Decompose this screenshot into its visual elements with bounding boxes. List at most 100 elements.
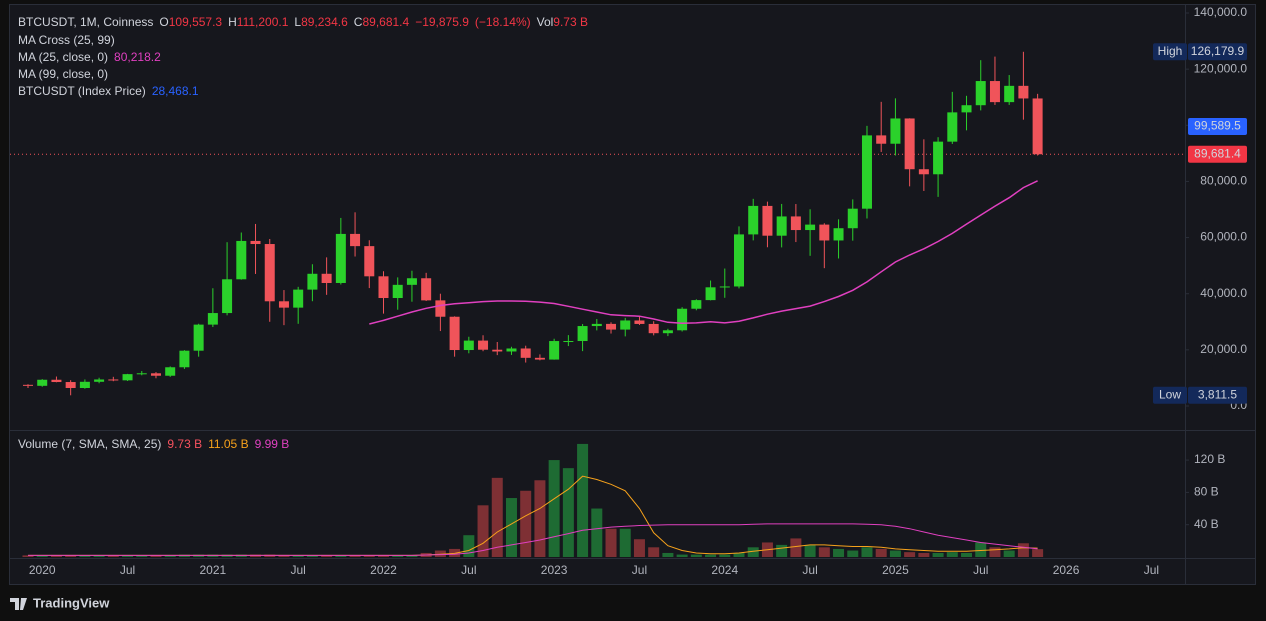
volume-bar <box>833 548 845 557</box>
volume-bar <box>961 552 973 557</box>
candle-body <box>165 367 176 376</box>
volume-bar <box>164 554 176 557</box>
volume-bar <box>392 555 404 557</box>
candle-body <box>79 381 90 389</box>
x-tick-label: 2022 <box>370 563 397 577</box>
volume-bar <box>122 555 134 557</box>
candle-body <box>207 313 218 325</box>
candle-body <box>307 273 318 290</box>
candle-body <box>805 224 816 231</box>
badge-name: Low <box>1159 387 1181 401</box>
candle-body <box>108 379 119 381</box>
volume-bar <box>548 460 560 557</box>
header-value: 89,234.6 <box>301 15 348 29</box>
volume-bar <box>50 555 62 557</box>
x-tick-label: Jul <box>1144 563 1159 577</box>
candle-body <box>278 301 289 308</box>
x-tick-label: 2023 <box>541 563 568 577</box>
volume-bar <box>477 505 489 557</box>
volume-bar <box>918 552 930 557</box>
candle-body <box>577 326 588 342</box>
candle-body <box>947 112 958 142</box>
volume-bar <box>363 555 375 557</box>
candle-body <box>350 233 361 247</box>
candle-body <box>449 316 460 351</box>
volume-bar <box>136 555 148 557</box>
badge-name: High <box>1158 44 1183 58</box>
header-value: (−18.14%) <box>475 15 531 29</box>
candle-body <box>563 341 574 343</box>
volume-bar <box>562 468 574 557</box>
badge-name-box <box>1153 386 1187 404</box>
legend-entry: MA (25, close, 0) 80,218.2 <box>18 50 161 64</box>
y-tick-label: 140,000.0 <box>1194 5 1248 19</box>
volume-bar <box>22 555 34 557</box>
volume-bar <box>321 555 333 557</box>
volume-bar <box>1017 543 1029 557</box>
candle-body <box>435 300 446 317</box>
badge-name-box <box>1153 43 1187 61</box>
volume-bar <box>633 539 645 557</box>
legend-value: 80,218.2 <box>114 50 161 64</box>
candle-body <box>790 216 801 231</box>
legend-label: MA Cross (25, 99) <box>18 33 115 47</box>
x-tick-label: 2021 <box>200 563 227 577</box>
legend-value: 28,468.1 <box>152 84 199 98</box>
price-badge <box>1188 43 1247 61</box>
y-tick-label: 120,000.0 <box>1194 61 1248 75</box>
legend-entry: MA (99, close, 0) <box>18 67 108 81</box>
price-badge <box>1188 145 1247 163</box>
volume-title: Volume (7, SMA, SMA, 25) <box>18 437 161 451</box>
header-value: −19,875.9 <box>415 15 469 29</box>
volume-bar <box>520 490 532 557</box>
y-tick-label: 80,000.0 <box>1200 174 1247 188</box>
candle-body <box>748 205 759 235</box>
volume-tick-label: 120 B <box>1194 452 1225 466</box>
candle-body <box>876 135 887 144</box>
header-prefix: Vol <box>537 15 554 29</box>
volume-bar <box>605 528 617 557</box>
header-prefix: C <box>354 15 363 29</box>
y-tick-label: 60,000.0 <box>1200 230 1247 244</box>
x-tick-label: Jul <box>632 563 647 577</box>
legend-label: MA (25, close, 0) <box>18 50 108 64</box>
candle-body <box>1004 85 1015 103</box>
logo-icon <box>10 598 27 610</box>
candle-body <box>847 208 858 229</box>
candle-body <box>264 244 275 302</box>
volume-sma-line <box>28 523 1038 556</box>
x-tick-label: 2025 <box>882 563 909 577</box>
candle-body <box>890 118 901 144</box>
legend-entry: BTCUSDT (Index Price) 28,468.1 <box>18 84 199 98</box>
volume-bar <box>278 554 290 557</box>
candle-body <box>136 373 147 375</box>
candle-body <box>833 228 844 241</box>
candle-body <box>150 373 161 376</box>
volume-bar <box>875 548 887 557</box>
candle-body <box>250 240 261 245</box>
candle-body <box>776 216 787 236</box>
volume-bar <box>932 552 944 557</box>
volume-bar <box>747 547 759 557</box>
brand-logo[interactable]: TradingView <box>10 595 110 610</box>
volume-readout: 11.05 B <box>208 437 248 451</box>
candle-body <box>65 382 76 389</box>
price-badge <box>1188 386 1247 404</box>
volume-bar <box>676 554 688 557</box>
volume-bar <box>378 555 389 557</box>
candle-body <box>463 340 474 351</box>
volume-bar <box>733 552 745 557</box>
price-badge-label: 126,179.9 <box>1191 44 1245 58</box>
candle-body <box>94 379 105 382</box>
y-tick-label: 40,000.0 <box>1200 286 1247 300</box>
candle-body <box>335 233 346 283</box>
x-tick-label: 2020 <box>29 563 56 577</box>
candle-body <box>506 348 517 352</box>
candle-body <box>606 323 617 330</box>
volume-bar <box>648 547 660 557</box>
candle-body <box>762 205 773 236</box>
candle-body <box>406 278 417 285</box>
price-badge <box>1188 117 1247 135</box>
candle-body <box>492 349 503 352</box>
